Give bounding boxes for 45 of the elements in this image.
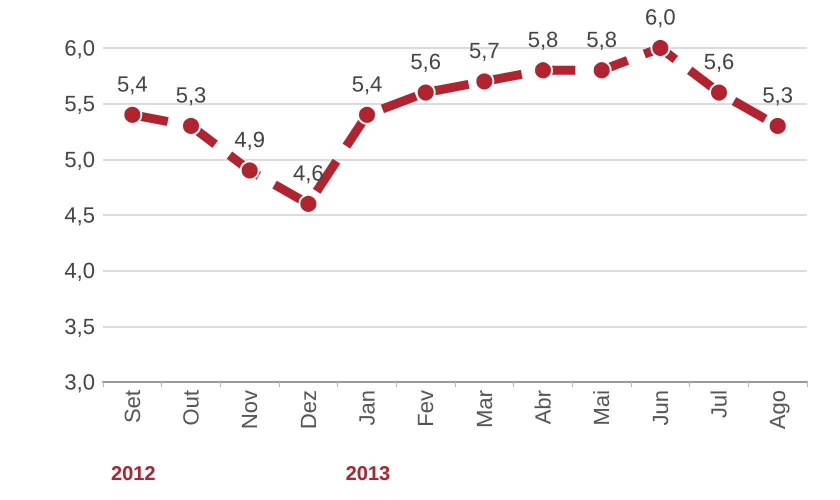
x-tick-label: Dez (296, 390, 321, 430)
x-tick-label: Jan (354, 390, 380, 426)
data-label: 5,3 (176, 82, 206, 108)
point (474, 71, 494, 92)
x-tick-label: Jun (648, 390, 673, 426)
point (298, 194, 318, 214)
y-tick-label: 4,5 (64, 202, 95, 228)
x-tick-label: Nov (237, 390, 262, 430)
data-label: 5,8 (528, 26, 558, 52)
x-tick-label: Ago (765, 390, 790, 430)
point (416, 82, 436, 103)
text: 2012 (111, 463, 156, 485)
y-tick-label: 4,0 (64, 258, 95, 284)
point (709, 82, 729, 103)
y-tick-label: 6,0 (64, 36, 95, 60)
point (592, 60, 612, 80)
data-label: 5,6 (704, 49, 734, 74)
data-label: 5,3 (762, 82, 793, 108)
x-tick-label: Set (120, 390, 145, 424)
x-tick-label: Mai (589, 390, 614, 426)
data-label: 6,0 (645, 4, 676, 30)
point (768, 116, 788, 136)
x-tick-label: Mar (472, 390, 497, 428)
data-label: 5,7 (469, 38, 500, 63)
x-tick-label: Abr (530, 390, 556, 424)
x-tick-label: Fev (413, 390, 438, 427)
data-label: 5,4 (352, 71, 382, 96)
point (122, 104, 142, 125)
y-tick-label: 3,5 (64, 314, 95, 339)
data-label: 5,8 (586, 26, 617, 52)
y-tick-label: 5,0 (64, 146, 95, 172)
point (357, 104, 377, 125)
y-tick-label: 5,5 (64, 91, 95, 116)
point (240, 160, 260, 180)
point (650, 38, 670, 58)
point (533, 60, 553, 80)
x-tick-label: Out (178, 390, 204, 426)
x-tick-label: Jul (706, 390, 732, 418)
data-label: 5,4 (117, 71, 148, 96)
data-label: 5,6 (410, 49, 441, 74)
point (181, 116, 201, 136)
data-label: 4,9 (234, 126, 265, 152)
text: 2013 (346, 463, 390, 485)
data-label: 4,6 (293, 160, 324, 186)
y-tick-label: 3,0 (64, 370, 95, 394)
